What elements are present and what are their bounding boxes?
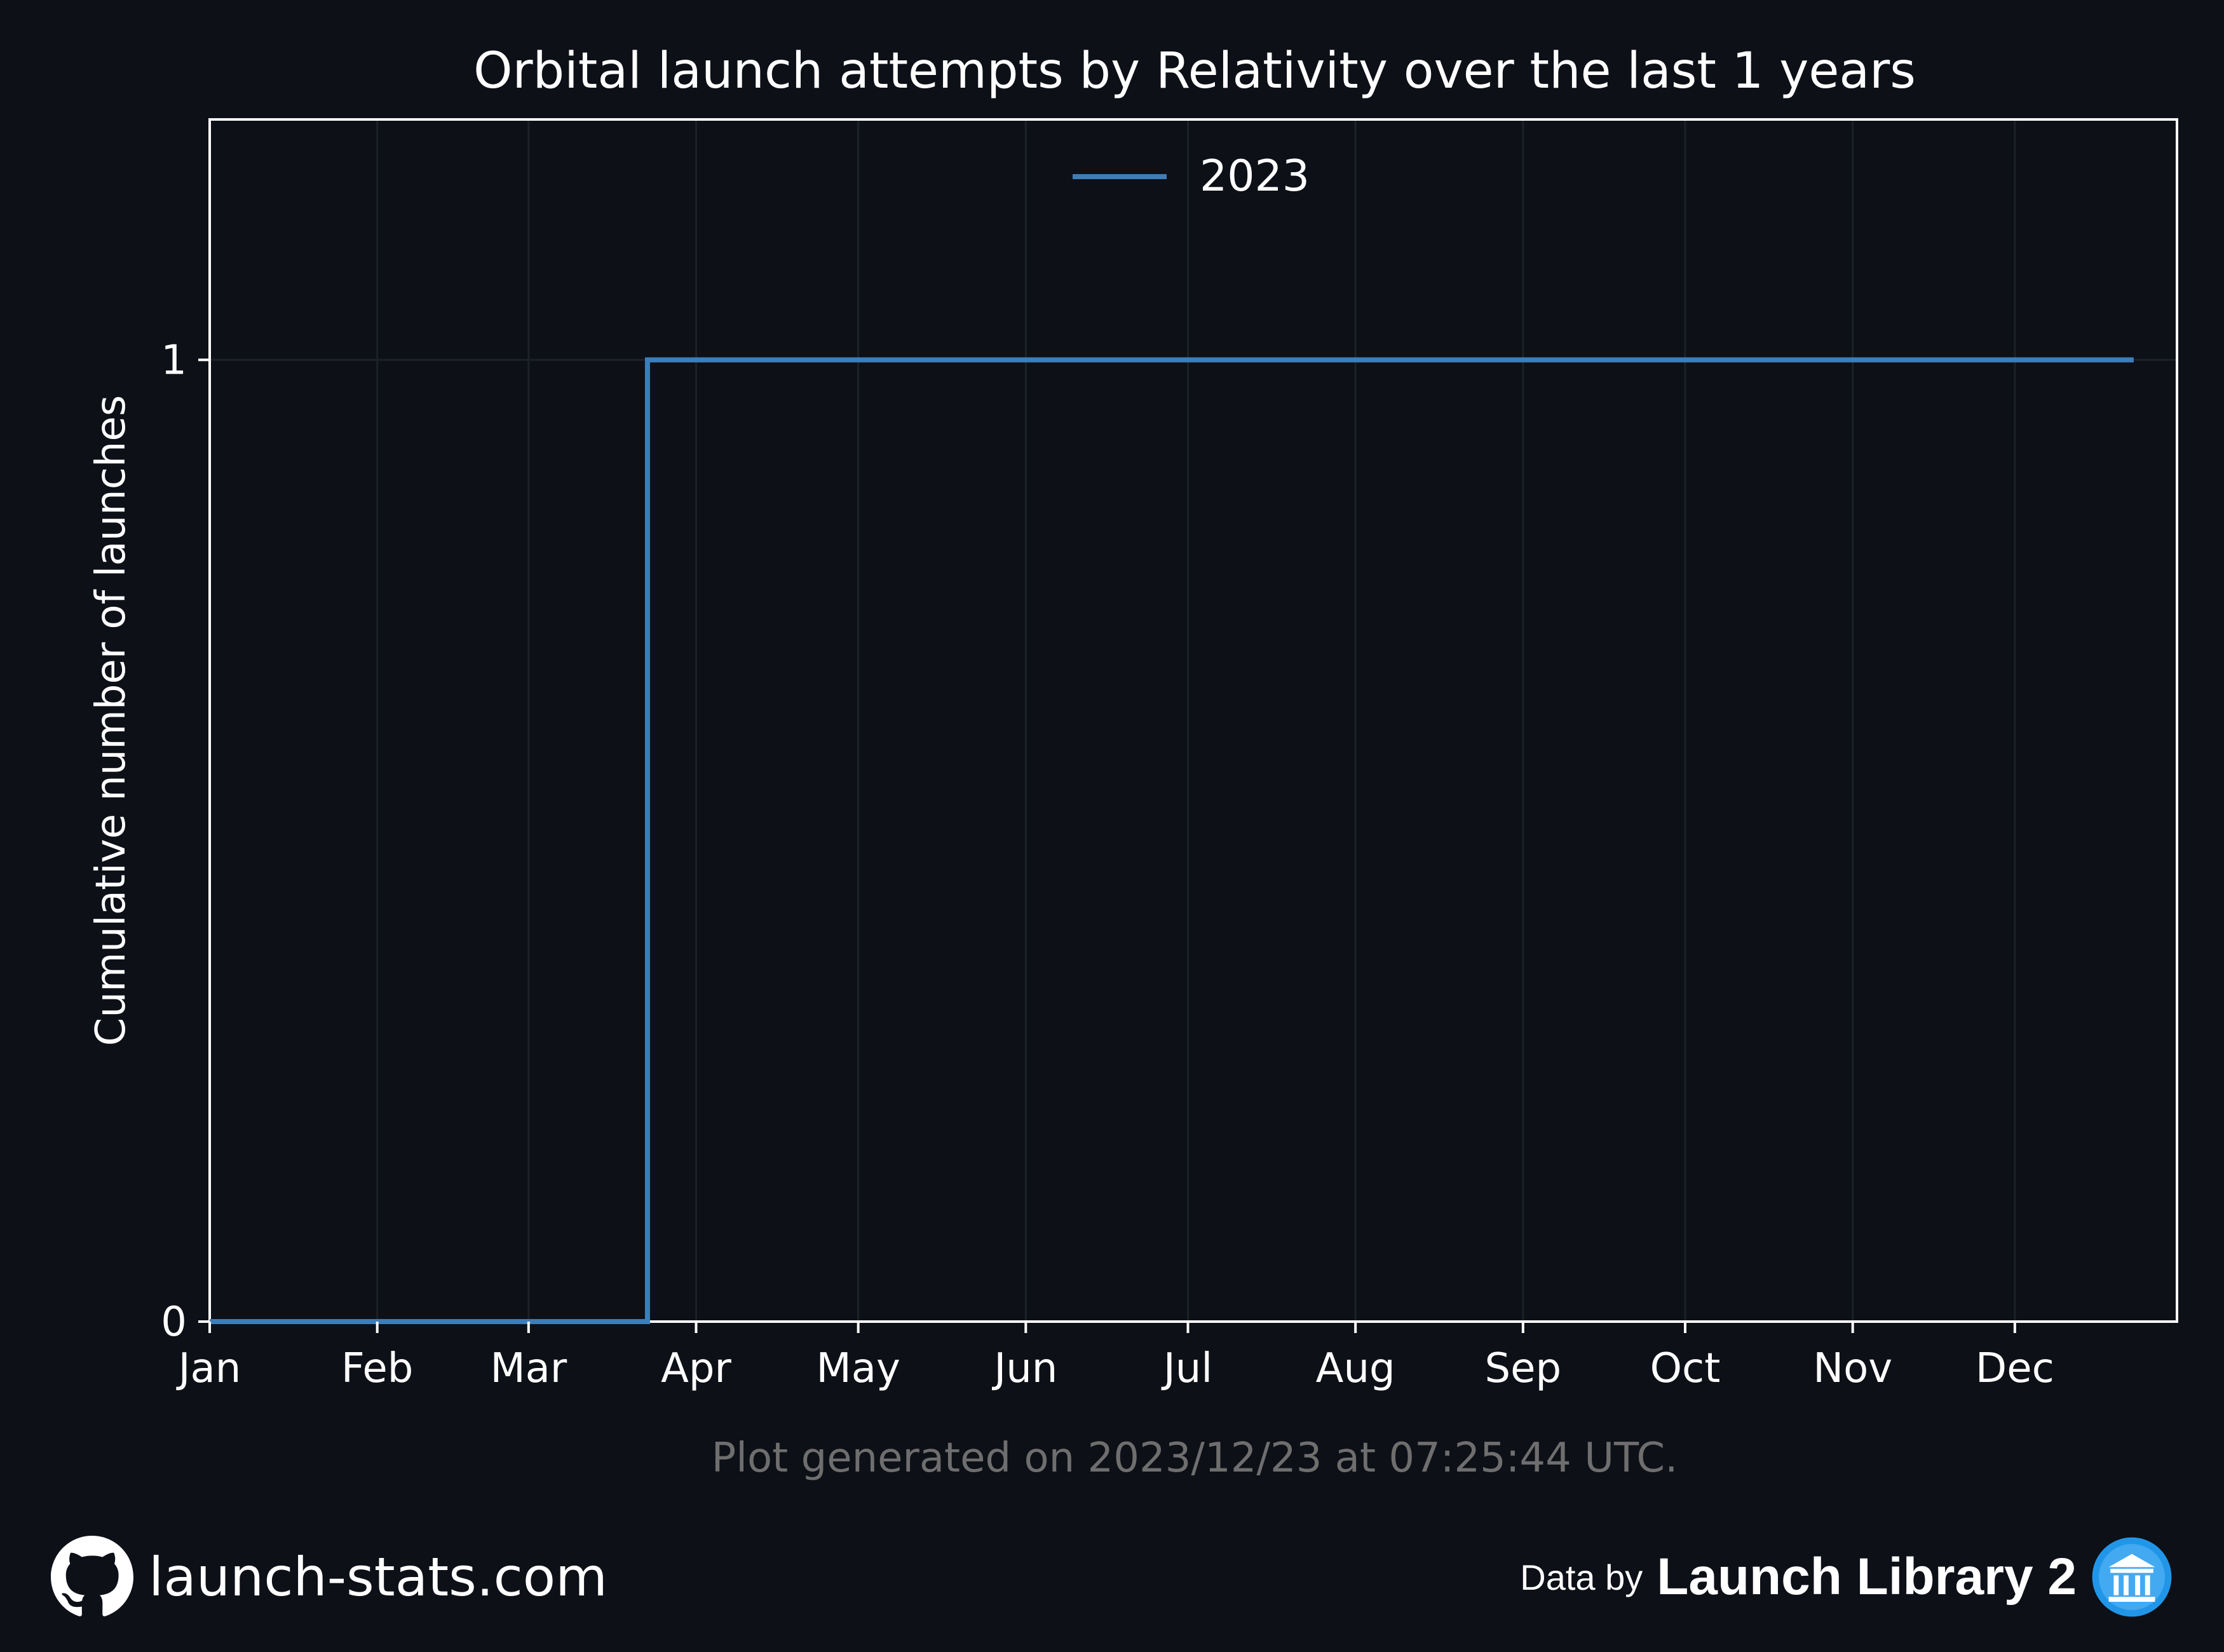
github-icon [51,1536,133,1616]
y-axis-label: Cumulative number of launches [88,395,135,1046]
x-tick-label: Mar [490,1345,567,1392]
x-tick-label: Sep [1485,1345,1562,1392]
x-tick-label: Nov [1813,1345,1892,1392]
x-tick-label: Jul [1161,1345,1212,1392]
footer-site[interactable]: launch-stats.com [51,1533,607,1622]
x-tick-label: Dec [1976,1345,2054,1392]
x-tick-label: Jun [991,1345,1057,1392]
x-tick-label: May [817,1345,900,1392]
series-line-2023 [210,357,2134,1324]
chart-title: Orbital launch attempts by Relativity ov… [473,43,1916,100]
legend: 2023 [1073,151,1310,201]
x-tick-label: Jan [176,1345,241,1392]
x-tick-label: Apr [661,1345,731,1392]
x-tick-label: Feb [341,1345,413,1392]
plot-frame [208,118,2178,1323]
footer-data-source[interactable]: Data by Launch Library 2 [1520,1533,2173,1622]
data-source-name[interactable]: Launch Library 2 [1657,1548,2077,1606]
site-link[interactable]: launch-stats.com [149,1546,607,1608]
x-tick-label: Aug [1316,1345,1395,1392]
plot-generated-note: Plot generated on 2023/12/23 at 07:25:44… [712,1435,1678,1482]
axes: Jan Feb Mar Apr May Jun Jul Aug Sep Oct Nov Dec 0 1 [161,337,2054,1392]
y-tick-label: 1 [161,337,187,384]
grid [208,119,2177,1323]
legend-label-2023: 2023 [1200,151,1310,201]
data-by-prefix: Data by [1520,1557,1643,1597]
launch-library-logo-icon [2092,1537,2172,1617]
series-layer [210,357,2134,1324]
x-tick-label: Oct [1650,1345,1721,1392]
y-tick-label: 0 [161,1299,187,1346]
